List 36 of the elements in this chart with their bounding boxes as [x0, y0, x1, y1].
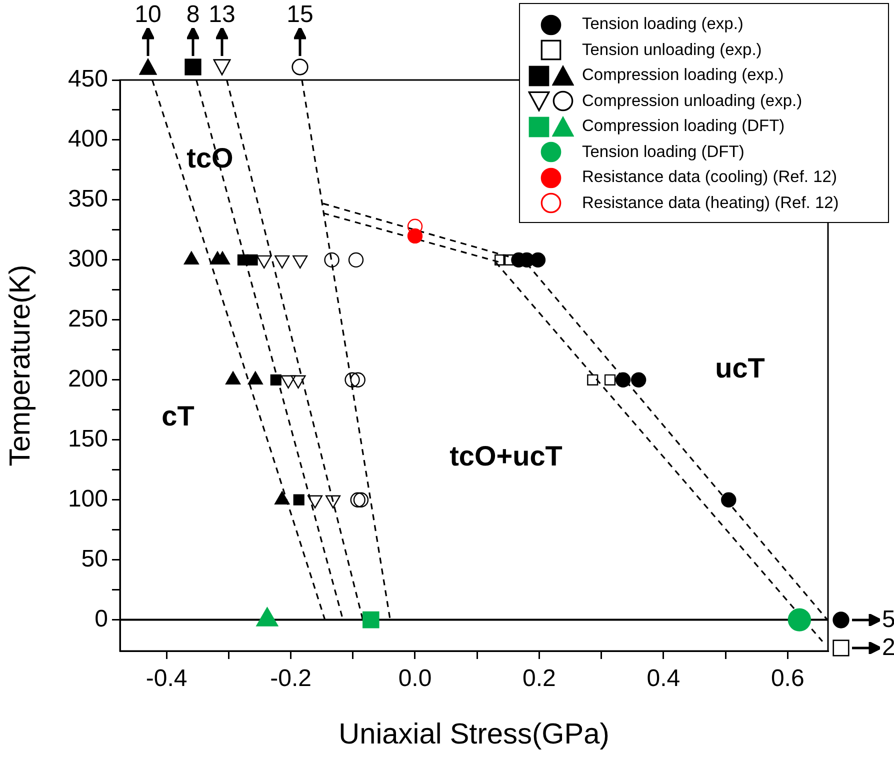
y-axis-title: Temperature(K): [4, 264, 36, 466]
text: 10: [134, 1, 162, 28]
y-tick-label: 50: [81, 545, 108, 572]
text: 5: [882, 606, 894, 633]
x-tick-label: -0.2: [270, 665, 312, 692]
x-tick-label: 0.2: [522, 665, 556, 692]
y-tick-label: 250: [68, 306, 108, 333]
x-tick-label: 0.0: [398, 665, 432, 692]
x-tick-label: 0.6: [770, 665, 804, 692]
legend-label: Tension loading (DFT): [582, 142, 744, 162]
y-tick-label: 400: [68, 126, 108, 153]
legend-label: Compression unloading (exp.): [582, 92, 802, 111]
annotation: ucT: [715, 352, 765, 384]
legend-label: Compression loading (DFT): [582, 117, 785, 136]
text: 8: [186, 1, 200, 28]
x-tick-label: 0.4: [646, 665, 680, 692]
y-tick-label: 300: [68, 246, 108, 273]
x-axis-title: Uniaxial Stress(GPa): [338, 718, 610, 751]
y-tick-label: 450: [68, 66, 108, 93]
text: 2: [882, 634, 894, 661]
annotation: tcO+ucT: [450, 440, 562, 472]
annotation: tcO: [186, 142, 234, 174]
legend-label: Resistance data (heating) (Ref. 12): [582, 194, 839, 213]
annotation: cT: [162, 400, 194, 432]
y-tick-label: 150: [68, 426, 108, 452]
legend-label: Tension loading (exp.): [582, 15, 744, 34]
x-tick-label: -0.4: [146, 665, 188, 692]
y-tick-label: 0: [94, 605, 108, 632]
y-tick-label: 200: [68, 366, 108, 393]
text: 15: [286, 1, 314, 28]
y-tick-label: 350: [68, 186, 108, 213]
text: 13: [208, 1, 236, 28]
legend-label: Compression loading (exp.): [582, 66, 784, 86]
legend-label: Resistance data (cooling) (Ref. 12): [582, 168, 837, 188]
legend-label: Tension unloading (exp.): [582, 40, 762, 60]
y-tick-label: 100: [68, 485, 108, 512]
